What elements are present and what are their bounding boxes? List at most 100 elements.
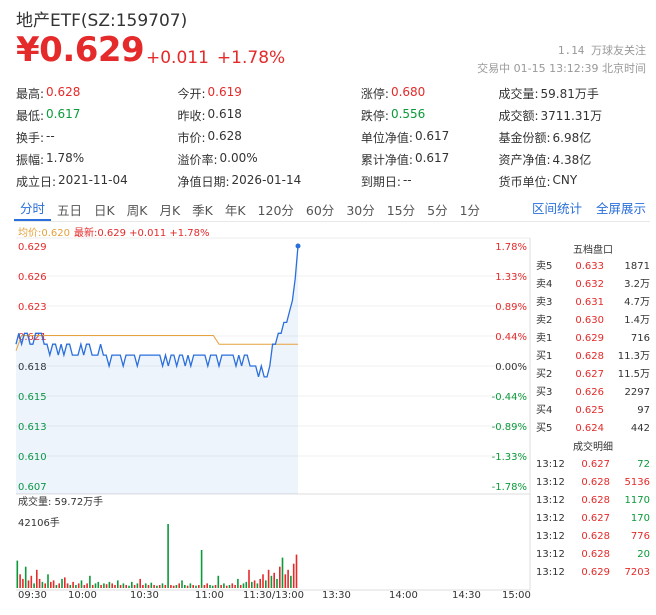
volume-bar bbox=[245, 581, 248, 588]
order-volume: 3.2万 bbox=[624, 279, 650, 290]
trade-volume: 170 bbox=[630, 513, 650, 524]
tab-15分[interactable]: 15分 bbox=[386, 202, 416, 218]
tab-1分[interactable]: 1分 bbox=[459, 202, 481, 218]
stat-value: 0.00% bbox=[219, 150, 258, 165]
pct-axis-tick: -1.33% bbox=[492, 452, 527, 463]
y-axis-tick: 0.618 bbox=[18, 362, 47, 373]
trade-row: 13:12 0.628 20 bbox=[532, 546, 654, 564]
order-price: 0.625 bbox=[575, 405, 604, 416]
order-level-label: 买1 bbox=[536, 351, 553, 362]
volume-bar bbox=[108, 581, 111, 588]
stat-label: 市价: bbox=[177, 130, 206, 145]
order-level-label: 卖4 bbox=[536, 279, 553, 290]
fund-title: 地产ETF(SZ:159707) bbox=[16, 11, 188, 31]
price-change: +0.011 +1.78% bbox=[146, 48, 293, 68]
order-level-label: 卖2 bbox=[536, 315, 553, 326]
stat-label: 到期日: bbox=[360, 174, 401, 189]
stat-label: 今开: bbox=[177, 86, 206, 101]
tab-分时[interactable]: 分时 bbox=[14, 198, 52, 221]
stat-label: 跌停: bbox=[360, 108, 389, 123]
order-volume: 1871 bbox=[624, 261, 650, 272]
volume-bar bbox=[267, 569, 270, 588]
volume-bar bbox=[228, 585, 231, 588]
bid-list: 买1 0.628 11.3万 买2 0.627 11.5万 买3 0.626 2297 买4 0.6… bbox=[532, 348, 654, 438]
tab-5分[interactable]: 5分 bbox=[427, 202, 448, 218]
stats-grid: 最高: 0.628 今开: 0.619 涨停: 0.680 成交量: 59.81万手 最低: 0.… bbox=[16, 82, 648, 192]
stat-label: 货币单位: bbox=[498, 174, 551, 189]
order-volume: 442 bbox=[630, 423, 650, 434]
volume-bar bbox=[136, 583, 139, 588]
x-axis-tick: 14:00 bbox=[389, 590, 418, 601]
tab-120分[interactable]: 120分 bbox=[257, 202, 294, 218]
trade-time: 13:12 bbox=[536, 513, 565, 524]
order-volume: 4.7万 bbox=[624, 297, 650, 308]
trades-title: 成交明细 bbox=[573, 442, 613, 453]
volume-bar bbox=[279, 566, 281, 588]
stat-label: 资产净值: bbox=[498, 152, 551, 167]
tab-五日[interactable]: 五日 bbox=[57, 202, 83, 218]
volume-bar bbox=[27, 580, 30, 588]
stat-value: 6.98亿 bbox=[552, 130, 592, 145]
trade-price: 0.629 bbox=[581, 567, 610, 578]
tab-60分[interactable]: 60分 bbox=[305, 202, 335, 218]
volume-bar bbox=[237, 578, 239, 588]
volume-bar bbox=[52, 580, 55, 588]
interval-stats-link[interactable]: 区间统计 bbox=[532, 201, 583, 216]
order-level-label: 买2 bbox=[536, 369, 553, 380]
volume-bar bbox=[38, 578, 41, 588]
trade-time: 13:12 bbox=[536, 549, 565, 560]
order-level-label: 买5 bbox=[536, 423, 553, 434]
trade-time: 13:12 bbox=[536, 495, 565, 506]
y-axis-tick: 0.607 bbox=[18, 482, 47, 493]
volume-bar bbox=[292, 563, 295, 588]
tab-30分[interactable]: 30分 bbox=[346, 202, 375, 218]
trade-row: 13:12 0.627 170 bbox=[532, 510, 654, 528]
price-line bbox=[15, 245, 299, 378]
change-percent: +1.78% bbox=[216, 48, 286, 68]
trade-row: 13:12 0.628 5136 bbox=[532, 474, 654, 492]
tab-周K[interactable]: 周K bbox=[126, 202, 148, 218]
x-axis-tick: 10:30 bbox=[130, 590, 159, 601]
tab-月K[interactable]: 月K bbox=[159, 202, 181, 218]
volume-bar bbox=[111, 583, 113, 588]
order-volume: 1.4万 bbox=[624, 315, 650, 326]
stats-row: 最高: 0.628 今开: 0.619 涨停: 0.680 成交量: 59.81万手 bbox=[16, 82, 648, 104]
followers-count: 1.14 万球友关注 bbox=[557, 44, 646, 57]
y-axis-tick: 0.629 bbox=[18, 242, 47, 253]
tab-年K[interactable]: 年K bbox=[224, 202, 246, 218]
chart-legend: 均价:0.620 最新:0.629 +0.011 +1.78% bbox=[18, 224, 210, 239]
order-book-title: 五档盘口 bbox=[573, 245, 613, 256]
stat-label: 涨停: bbox=[360, 86, 389, 101]
trade-volume: 5136 bbox=[624, 477, 650, 488]
y-axis-tick: 0.623 bbox=[18, 302, 47, 313]
order-price: 0.627 bbox=[575, 369, 604, 380]
volume-bar bbox=[139, 578, 141, 588]
volume-bar bbox=[217, 575, 220, 588]
fullscreen-link[interactable]: 全屏展示 bbox=[596, 201, 647, 216]
volume-bar bbox=[200, 550, 203, 588]
tab-季K[interactable]: 季K bbox=[192, 202, 213, 218]
trade-price: 0.628 bbox=[581, 531, 610, 542]
intraday-chart[interactable]: 0.629 1.78% 0.626 1.33% 0.623 0.89% 0.621 0.44%… bbox=[0, 234, 532, 615]
order-level-label: 买4 bbox=[536, 405, 553, 416]
trade-volume: 7203 bbox=[624, 567, 650, 578]
order-level-label: 卖1 bbox=[536, 333, 553, 344]
volume-bar bbox=[281, 557, 284, 588]
order-price: 0.626 bbox=[575, 387, 604, 398]
trade-volume: 776 bbox=[630, 531, 650, 542]
volume-bar bbox=[256, 583, 259, 588]
volume-bar bbox=[265, 580, 267, 588]
volume-bar bbox=[161, 583, 164, 588]
volume-max-label: 42106手 bbox=[18, 518, 60, 529]
stat-value: -- bbox=[46, 128, 55, 143]
stat-cell: 振幅: 1.78% bbox=[16, 151, 177, 168]
stat-label: 累计净值: bbox=[360, 152, 413, 167]
volume-bar bbox=[97, 581, 100, 588]
stat-label: 最高: bbox=[16, 86, 45, 101]
volume-bar bbox=[114, 585, 116, 588]
order-volume: 716 bbox=[630, 333, 650, 344]
volume-bar bbox=[189, 583, 192, 588]
volume-bar bbox=[125, 585, 127, 588]
tab-日K[interactable]: 日K bbox=[94, 202, 115, 218]
order-price: 0.632 bbox=[575, 279, 604, 290]
